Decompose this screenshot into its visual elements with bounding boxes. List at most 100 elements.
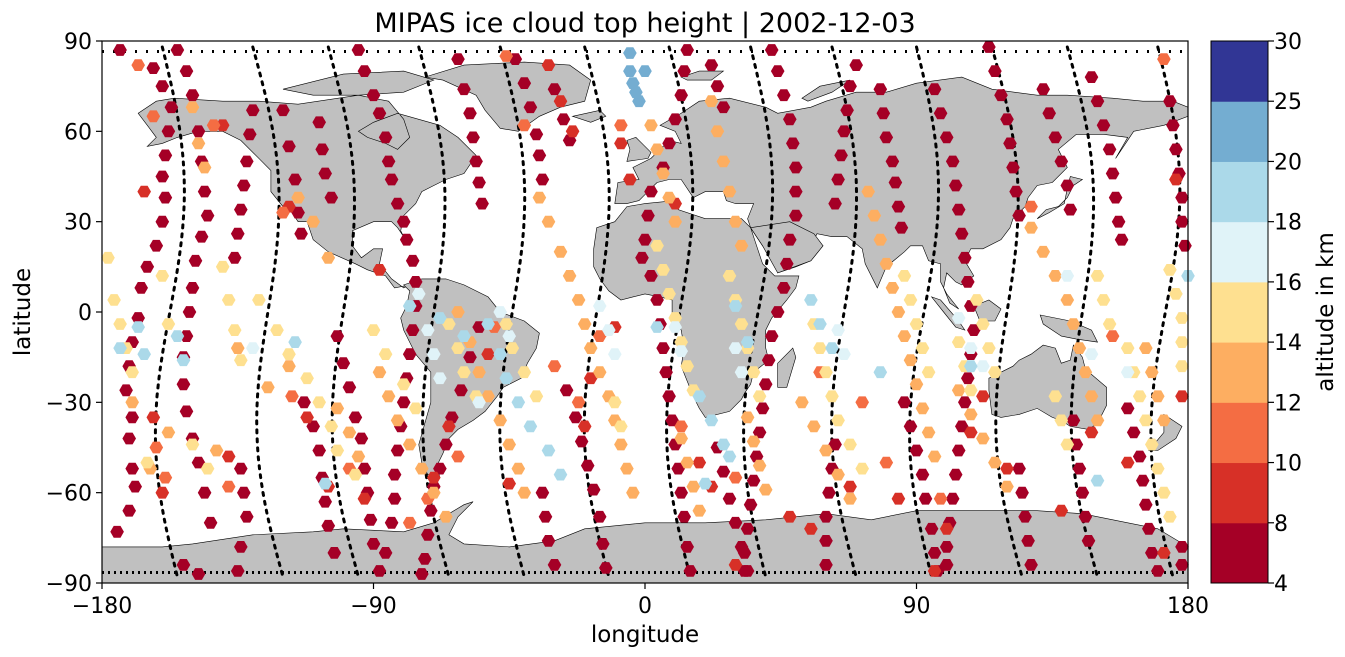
cloud-point-231: [951, 203, 966, 216]
cloud-point-87: [390, 197, 405, 210]
cloud-point-485: [348, 468, 363, 481]
colorbar-tick-label-0: 4: [1274, 572, 1288, 597]
cloud-point-483: [324, 420, 339, 433]
cloud-point-481: [300, 372, 314, 385]
cloud-point-220: [909, 444, 924, 457]
cloud-point-246: [939, 559, 954, 571]
cloud-point-247: [982, 41, 996, 53]
cloud-point-375: [282, 360, 296, 373]
cloud-point-525: [951, 336, 966, 348]
cloud-point-443: [915, 402, 930, 415]
cloud-point-118: [424, 504, 438, 517]
cloud-point-126: [532, 149, 547, 162]
cloud-point-421: [716, 155, 731, 168]
cloud-point-109: [472, 176, 486, 189]
cloud-point-556: [493, 306, 507, 318]
cloud-point-394: [502, 438, 516, 451]
cloud-point-12: [131, 312, 145, 324]
cloud-point-18: [125, 462, 139, 475]
cloud-point-351: [499, 50, 513, 62]
cloud-point-191: [752, 426, 767, 439]
cloud-point-533: [1054, 414, 1069, 427]
cloud-point-368: [161, 426, 176, 439]
cloud-point-82: [366, 89, 381, 102]
cloud-point-354: [571, 396, 586, 409]
cloud-point-457: [1078, 366, 1093, 379]
cloud-point-269: [1075, 486, 1090, 499]
x-tick-label-3: 90: [903, 594, 931, 619]
cloud-point-401: [571, 294, 586, 306]
cloud-point-407: [614, 438, 628, 451]
land-antarctica: [101, 501, 1189, 584]
cloud-point-373: [230, 342, 245, 354]
cloud-point-108: [469, 155, 483, 168]
cloud-point-535: [1090, 270, 1105, 282]
cloud-point-557: [502, 330, 516, 342]
cloud-point-492: [457, 366, 471, 379]
cloud-point-554: [433, 372, 447, 385]
cloud-point-299: [155, 486, 170, 499]
cloud-point-68: [315, 143, 329, 156]
cloud-point-249: [994, 89, 1008, 102]
cloud-point-278: [1111, 215, 1126, 228]
y-tick-label-2: −30: [46, 391, 92, 416]
cloud-point-128: [535, 486, 550, 499]
cloud-point-388: [439, 510, 453, 523]
cloud-point-81: [357, 65, 372, 77]
cloud-point-564: [734, 366, 749, 379]
cloud-point-33: [179, 330, 194, 342]
cloud-point-523: [915, 342, 930, 354]
cloud-point-568: [964, 342, 978, 354]
cloud-point-27: [197, 185, 212, 198]
cloud-point-120: [418, 553, 432, 565]
cloud-point-410: [644, 119, 658, 132]
cloud-point-585: [499, 372, 513, 385]
cloud-point-395: [511, 462, 526, 475]
cloud-point-489: [408, 402, 423, 415]
cloud-point-479: [270, 324, 284, 336]
cloud-point-9: [149, 239, 164, 252]
cloud-point-380: [342, 426, 357, 439]
cloud-point-450: [1000, 480, 1014, 493]
cloud-point-59: [294, 227, 308, 240]
cloud-point-172: [728, 516, 743, 529]
cloud-point-119: [421, 528, 435, 541]
cloud-point-465: [107, 294, 121, 306]
cloud-point-178: [783, 113, 797, 126]
cloud-point-432: [831, 468, 845, 481]
cloud-point-574: [113, 342, 127, 354]
cloud-point-264: [1060, 179, 1075, 192]
cloud-point-130: [541, 535, 556, 547]
cloud-point-261: [1042, 107, 1056, 120]
land-arctic-islands: [282, 70, 435, 96]
cloud-point-605: [698, 477, 713, 490]
cloud-point-602: [1090, 474, 1105, 487]
track-4: [498, 45, 527, 579]
cloud-point-181: [789, 185, 803, 198]
cloud-point-318: [623, 173, 637, 186]
cloud-point-41: [176, 559, 191, 571]
cloud-point-73: [342, 381, 357, 394]
cloud-point-528: [970, 294, 984, 306]
cloud-point-195: [740, 522, 755, 535]
cloud-point-78: [363, 513, 378, 526]
colorbar-bin-8: [1211, 41, 1268, 102]
cloud-point-534: [1060, 438, 1075, 451]
satellite-tracks: [102, 45, 1188, 579]
land-indonesia-2: [973, 299, 1002, 322]
cloud-point-552: [421, 324, 435, 336]
cloud-point-198: [849, 59, 863, 71]
cloud-point-571: [1084, 348, 1099, 360]
cloud-point-503: [668, 312, 682, 324]
y-tick-label-5: 60: [64, 120, 92, 145]
cloud-point-520: [897, 270, 912, 282]
cloud-point-424: [734, 239, 749, 252]
cloud-point-234: [961, 276, 975, 288]
land-madagascar: [777, 347, 797, 388]
cloud-point-482: [312, 396, 326, 409]
cloud-point-392: [481, 390, 495, 403]
cloud-point-334: [1120, 456, 1135, 469]
cloud-point-263: [1054, 155, 1069, 168]
colorbar: 4 8 10 12 14 16 18 20 25 30: [1210, 30, 1302, 597]
cloud-point-25: [191, 125, 206, 138]
